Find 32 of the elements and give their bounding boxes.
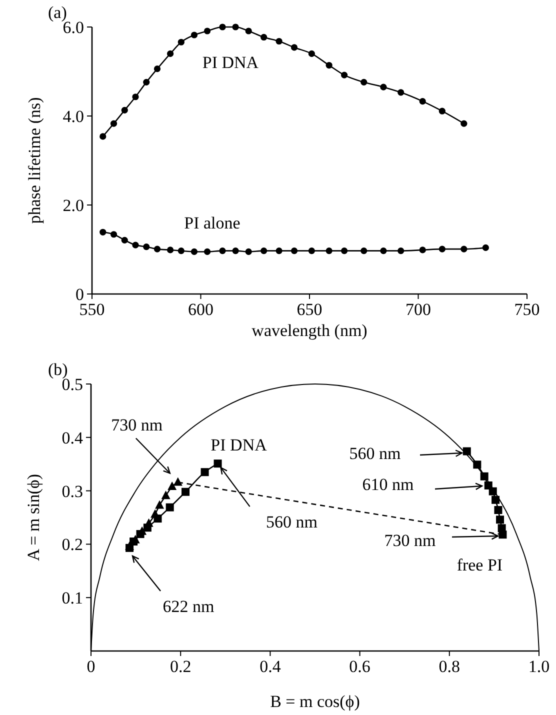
y-tick-label: 0.2 [62,535,83,554]
annotation: 730 nm [111,415,163,434]
x-axis-title: wavelength (nm) [252,321,368,340]
y-tick-label: 0.4 [62,428,84,448]
series-label: PI DNA [202,53,260,72]
x-tick-label: 0.2 [170,657,192,676]
annotation: 560 nm [349,444,401,463]
x-tick-label: 750 [514,300,540,319]
y-tick-label: 2.0 [62,196,84,215]
x-axis-title: B = m cos(ϕ) [270,692,360,711]
x-tick-label: 650 [296,300,322,319]
legend-label: PI DNA [210,436,268,455]
x-tick-label: 700 [406,300,431,319]
annotation: 622 nm [162,596,214,616]
annotation: 560 nm [266,512,318,532]
x-tick-label: 600 [188,300,214,319]
annotation: 610 nm [362,475,414,494]
x-tick-label: 1.0 [528,657,550,676]
chart-title: (b) [48,360,68,379]
y-tick-label: 4.0 [62,107,84,126]
y-tick-label: 0.1 [62,588,83,608]
y-axis-title: A = m sin(ϕ) [24,474,43,562]
x-tick-label: 0.8 [438,657,460,676]
x-tick-label: 0.4 [260,657,282,676]
series-label: free PI [456,556,503,575]
annotation: 730 nm [384,531,436,550]
y-axis-title: phase lifetime (ns) [25,97,44,224]
x-tick-label: 0 [86,657,96,676]
y-tick-label: 0.3 [62,482,83,501]
chart-title: (a) [48,3,67,22]
x-tick-label: 0.6 [349,657,370,676]
series-label: PI alone [184,214,240,233]
